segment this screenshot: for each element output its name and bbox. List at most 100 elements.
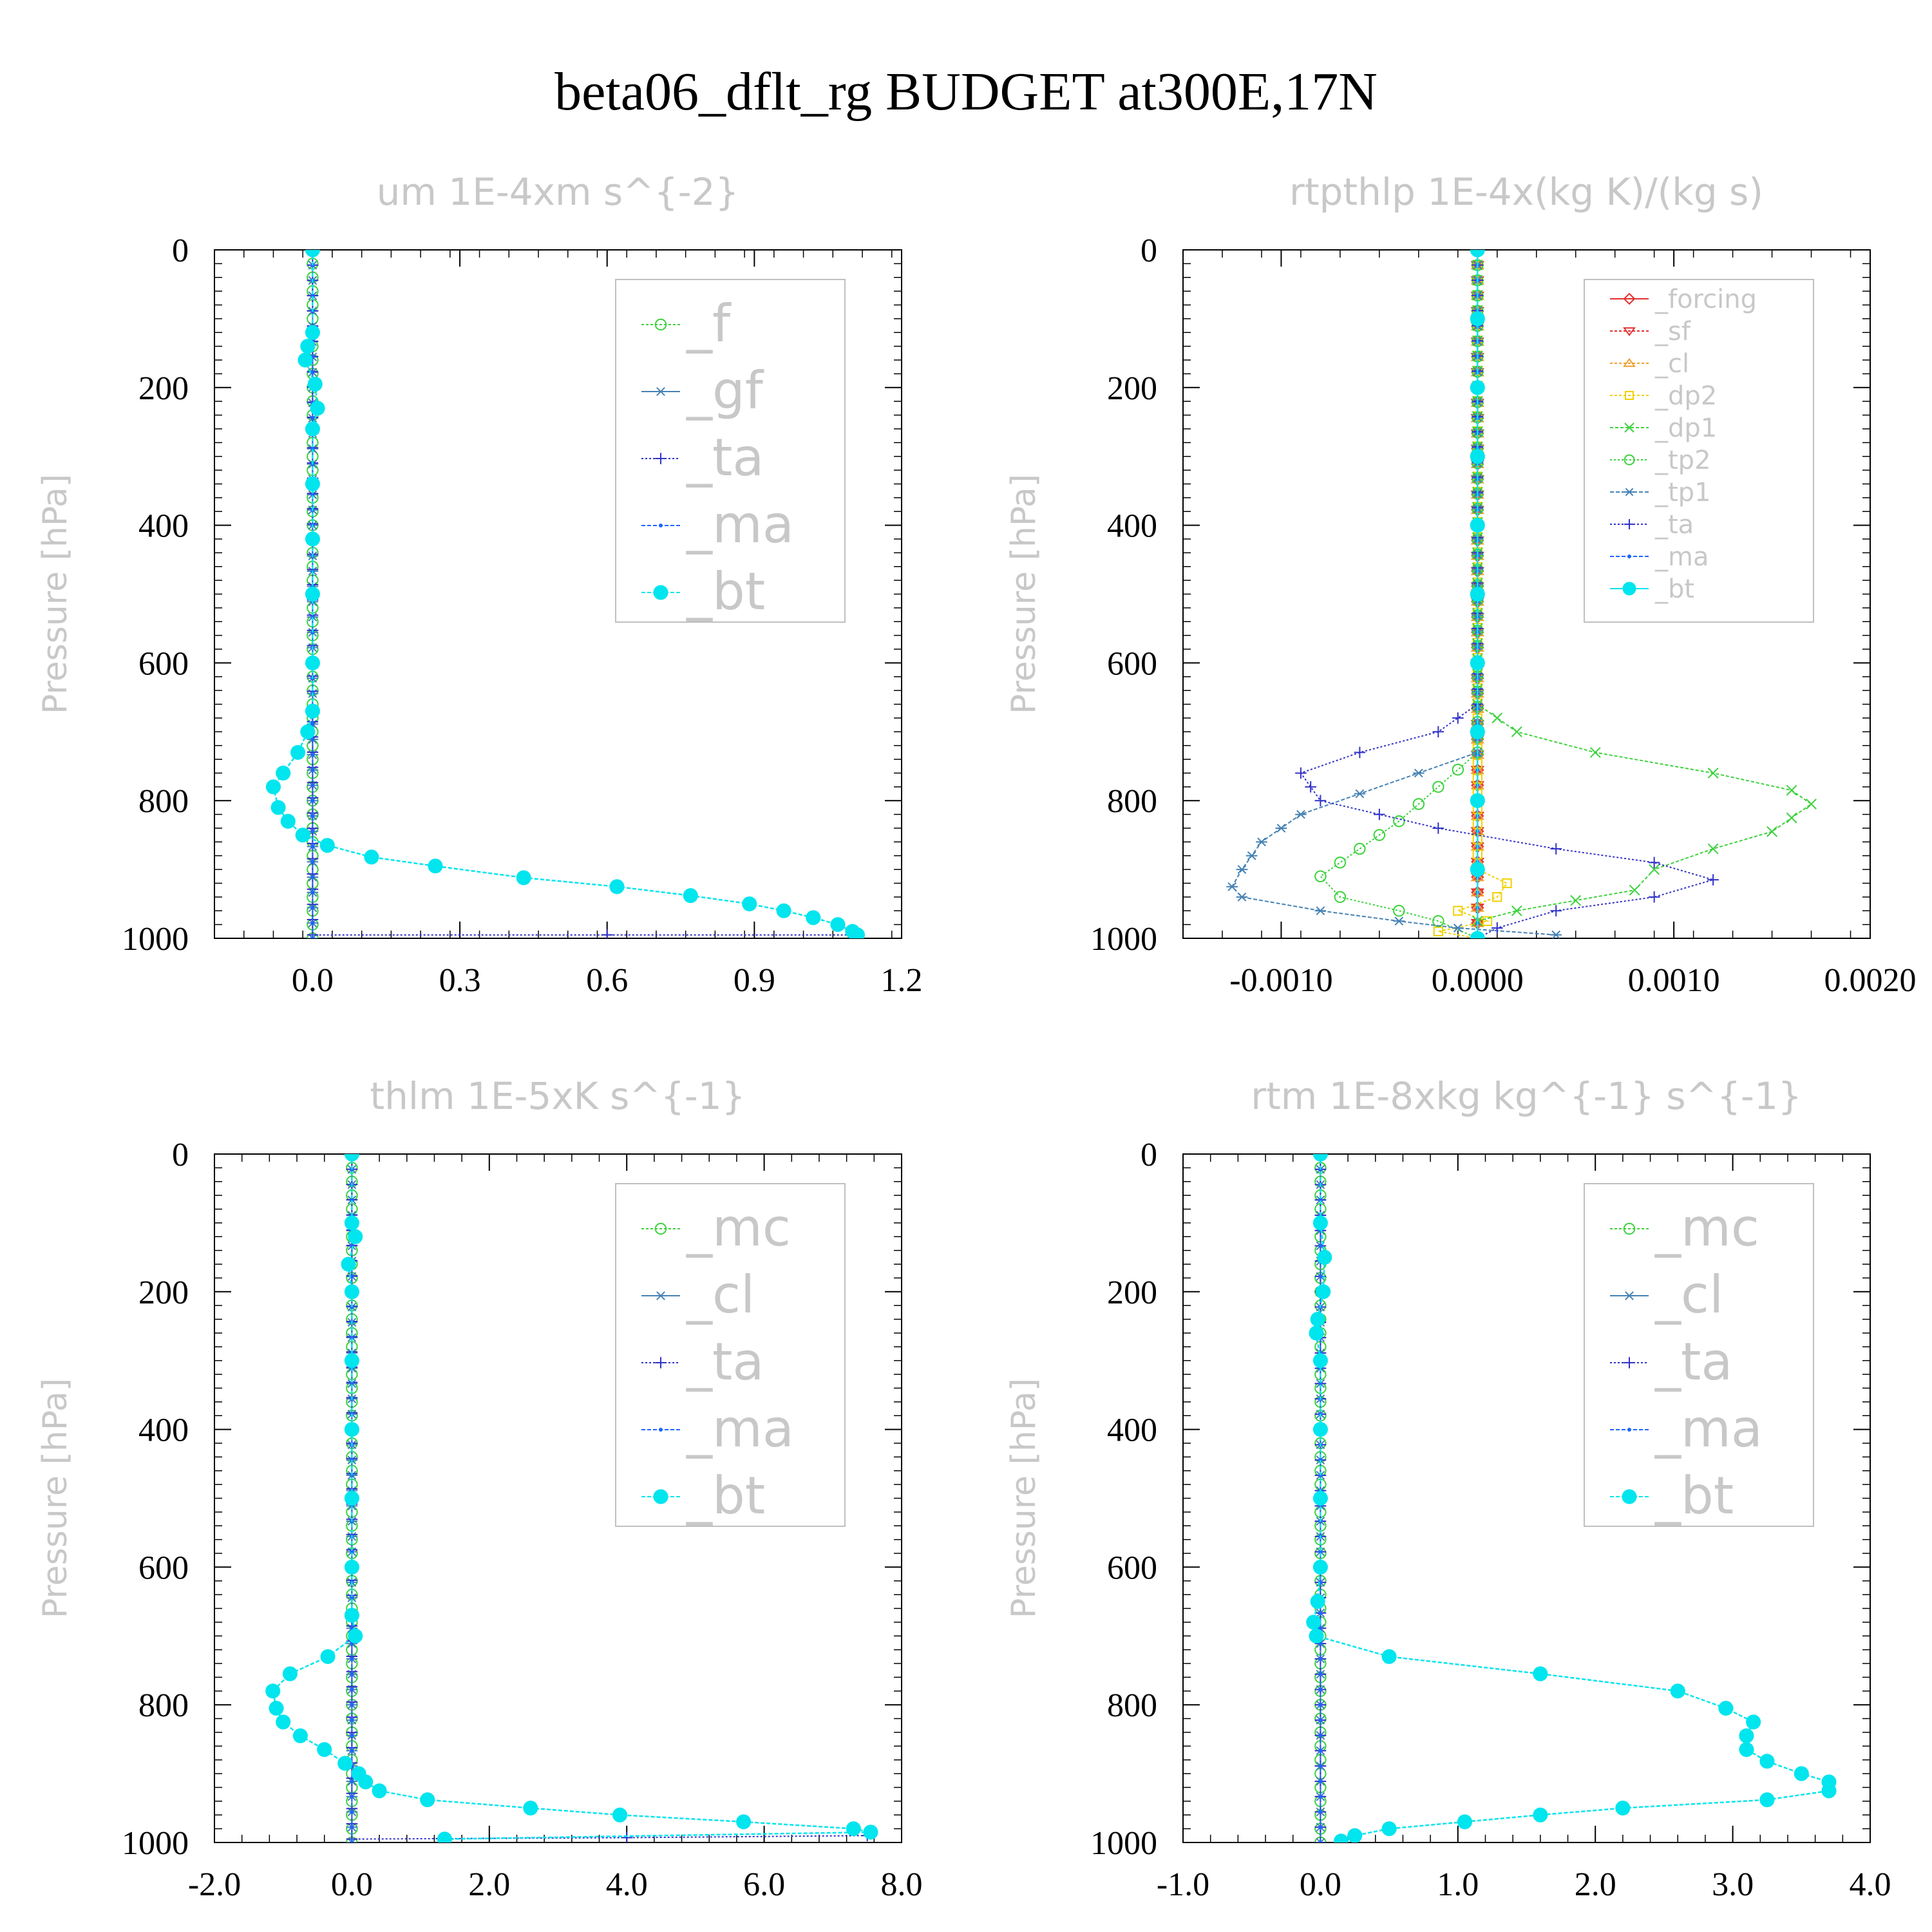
legend-label: _ta xyxy=(686,1332,764,1392)
y-tick-label: 600 xyxy=(138,1549,189,1586)
y-tick-label: 200 xyxy=(1107,370,1157,407)
marker-plus xyxy=(1314,795,1327,806)
marker-plus xyxy=(1624,519,1634,529)
marker-asterisk xyxy=(1413,768,1425,778)
marker-filled-circle xyxy=(437,1832,452,1842)
marker-filled-circle xyxy=(337,1756,353,1771)
marker-dot xyxy=(350,1381,354,1386)
y-tick-label: 200 xyxy=(138,370,189,407)
series-layer xyxy=(265,250,865,938)
legend-label: _forcing xyxy=(1654,285,1757,314)
marker-asterisk xyxy=(1275,824,1287,833)
y-tick-label: 400 xyxy=(138,508,189,545)
x-tick-label: 0.6 xyxy=(586,962,628,999)
panel-title: um 1E-4xm s^{-2} xyxy=(377,170,739,214)
marker-filled-circle xyxy=(372,1783,387,1799)
marker-open-circle xyxy=(1623,1222,1636,1235)
marker-dot xyxy=(350,1703,354,1707)
marker-square xyxy=(1433,926,1443,936)
marker-filled-circle xyxy=(1312,1154,1328,1162)
marker-plus xyxy=(1432,726,1444,738)
legend-label: _gf xyxy=(686,361,764,421)
marker-plus xyxy=(1648,891,1660,903)
x-tick-label: -1.0 xyxy=(1157,1866,1209,1903)
legend-box xyxy=(615,1183,846,1527)
marker-asterisk xyxy=(1236,865,1248,874)
marker-filled-circle xyxy=(863,1824,878,1840)
marker-asterisk xyxy=(655,1291,667,1300)
legend-box xyxy=(615,279,846,623)
marker-plus xyxy=(1624,1357,1635,1368)
legend-label: _tp2 xyxy=(1654,446,1711,475)
chart-panel-1: um 1E-4xm s^{-2} Pressure [hPa] 0 200 400 600… xyxy=(36,170,923,999)
marker-filled-circle xyxy=(305,531,320,547)
legend-label: _tp1 xyxy=(1654,478,1711,507)
marker-dot xyxy=(310,416,315,421)
marker-filled-circle xyxy=(1718,1700,1734,1716)
marker-filled-circle xyxy=(1312,1490,1328,1506)
marker-square xyxy=(1625,391,1634,400)
marker-diamond xyxy=(1623,292,1636,305)
marker-dot xyxy=(1318,1794,1323,1799)
marker-x xyxy=(1707,843,1719,855)
marker-dot xyxy=(350,1549,354,1554)
legend-label: _bt xyxy=(686,1466,765,1526)
marker-filled-circle xyxy=(516,870,531,886)
series-line-bt xyxy=(272,1154,871,1840)
marker-filled-circle xyxy=(276,765,291,781)
marker-filled-circle xyxy=(1470,380,1485,395)
marker-dot xyxy=(1318,1611,1323,1615)
marker-filled-circle xyxy=(307,376,323,392)
marker-dot xyxy=(310,752,315,757)
marker-dot xyxy=(350,1718,354,1722)
marker-filled-circle xyxy=(1759,1754,1775,1769)
marker-filled-circle xyxy=(292,1728,308,1743)
marker-filled-circle xyxy=(344,1422,359,1437)
marker-filled-circle xyxy=(428,858,443,874)
marker-dot xyxy=(350,1656,354,1661)
marker-filled-circle xyxy=(295,828,310,843)
marker-dot xyxy=(310,921,315,925)
marker-filled-circle xyxy=(290,744,306,760)
legend-label: _ma xyxy=(1654,1399,1763,1459)
marker-x xyxy=(1766,826,1777,837)
marker-x xyxy=(1786,784,1797,796)
y-tick-label: 800 xyxy=(1107,1687,1157,1724)
marker-filled-circle xyxy=(344,1490,359,1506)
marker-dot xyxy=(350,1794,354,1799)
y-tick-label: 1000 xyxy=(1090,921,1157,958)
marker-filled-circle xyxy=(806,910,821,925)
marker-asterisk xyxy=(655,387,667,396)
marker-dot xyxy=(310,294,315,298)
marker-filled-circle xyxy=(1622,1489,1637,1504)
legend-label: _mc xyxy=(1654,1198,1759,1258)
marker-filled-circle xyxy=(1670,1683,1685,1699)
marker-filled-circle xyxy=(742,896,757,912)
marker-filled-circle xyxy=(364,849,379,865)
marker-dot xyxy=(310,875,315,879)
legend-label: _cl xyxy=(1654,349,1689,379)
marker-filled-circle xyxy=(305,476,320,492)
marker-dot xyxy=(1318,1825,1323,1830)
marker-filled-circle xyxy=(1739,1742,1754,1757)
marker-dot xyxy=(310,783,315,788)
marker-open-circle xyxy=(1452,763,1464,776)
marker-x xyxy=(1806,799,1817,810)
marker-dot xyxy=(1318,1764,1323,1768)
legend-label: _f xyxy=(686,294,732,354)
legend-label: _mc xyxy=(686,1198,791,1258)
y-axis-label: Pressure [hPa] xyxy=(36,474,75,714)
series-layer xyxy=(1226,250,1817,938)
marker-square xyxy=(1502,878,1512,889)
legend-label: _ta xyxy=(1654,1332,1732,1392)
marker-plus xyxy=(601,929,613,938)
legend-label: _ta xyxy=(1654,510,1694,540)
y-tick-label: 0 xyxy=(1141,1137,1157,1173)
x-tick-label: 0.0020 xyxy=(1824,962,1917,999)
marker-dot xyxy=(350,1336,354,1340)
marker-plus xyxy=(1550,905,1562,917)
marker-x xyxy=(1786,812,1797,824)
marker-asterisk xyxy=(1624,1291,1635,1300)
marker-filled-circle xyxy=(358,1774,374,1790)
